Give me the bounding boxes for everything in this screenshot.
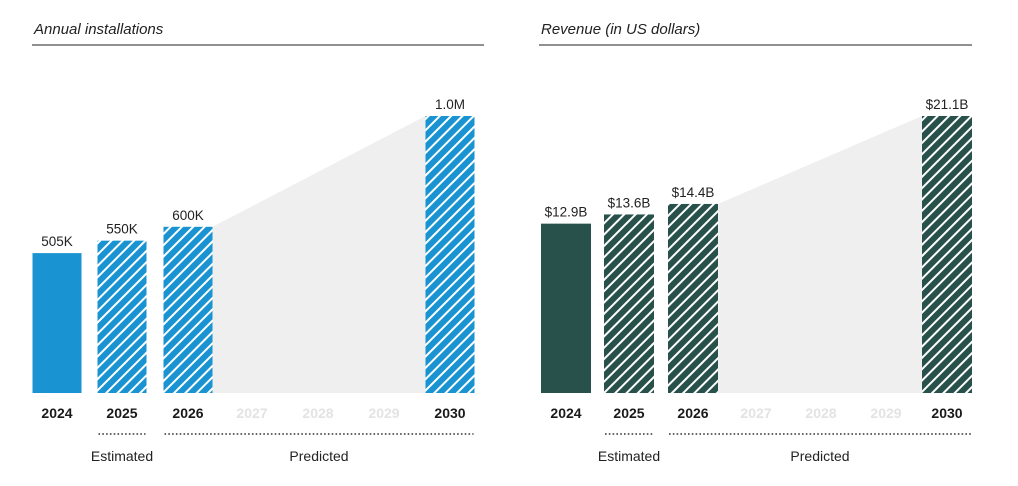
installations-tick-2027: 2027 <box>236 405 267 421</box>
installations-tick-2026: 2026 <box>172 405 203 421</box>
installations-tick-2030: 2030 <box>434 405 465 421</box>
revenue-bar-2026 <box>668 203 718 393</box>
installations-tick-2025: 2025 <box>106 405 137 421</box>
revenue-tick-2029: 2029 <box>870 405 901 421</box>
installations-tick-2024: 2024 <box>41 405 72 421</box>
revenue-value-label-2024: $12.9B <box>545 205 588 220</box>
installations-tick-2029: 2029 <box>368 405 399 421</box>
revenue-chart: Revenue (in US dollars) $12.9B 2024 $13.6B… <box>539 21 972 464</box>
installations-tick-2028: 2028 <box>302 405 333 421</box>
installations-value-label-2026: 600K <box>172 208 204 223</box>
revenue-tick-2025: 2025 <box>613 405 644 421</box>
installations-chart: Annual installations 505K 2024 550K 2025 600… <box>32 21 484 464</box>
installations-value-label-2025: 550K <box>106 222 138 237</box>
installations-plot: 505K 2024 550K 2025 600K 2026 2027 2028 2029 1.0M… <box>32 97 475 464</box>
revenue-plot: $12.9B 2024 $13.6B 2025 $14.4B 2026 2027 2028 20… <box>541 97 972 464</box>
revenue-group-label-predicted: Predicted <box>790 448 849 464</box>
projection-area <box>718 116 922 393</box>
revenue-bar-2025 <box>604 214 654 393</box>
revenue-tick-2028: 2028 <box>805 405 836 421</box>
revenue-bar-2024 <box>541 223 591 393</box>
revenue-tick-2027: 2027 <box>740 405 771 421</box>
installations-bar-2026 <box>163 226 213 393</box>
installations-bar-2030 <box>425 116 475 393</box>
revenue-bar-2030 <box>922 116 972 393</box>
installations-value-label-2030: 1.0M <box>435 97 465 112</box>
installations-value-label-2024: 505K <box>41 234 73 249</box>
revenue-tick-2030: 2030 <box>931 405 962 421</box>
revenue-value-label-2030: $21.1B <box>926 97 969 112</box>
revenue-value-label-2026: $14.4B <box>672 185 715 200</box>
installations-group-label-estimated: Estimated <box>91 448 153 464</box>
revenue-tick-2026: 2026 <box>677 405 708 421</box>
installations-chart-title: Annual installations <box>33 21 164 38</box>
installations-bar-2025 <box>97 240 147 393</box>
installations-group-label-predicted: Predicted <box>289 448 348 464</box>
revenue-chart-title: Revenue (in US dollars) <box>541 21 700 38</box>
revenue-value-label-2025: $13.6B <box>608 195 651 210</box>
projection-area <box>212 116 426 393</box>
revenue-tick-2024: 2024 <box>550 405 581 421</box>
revenue-group-label-estimated: Estimated <box>598 448 660 464</box>
installations-bar-2024 <box>32 253 82 393</box>
